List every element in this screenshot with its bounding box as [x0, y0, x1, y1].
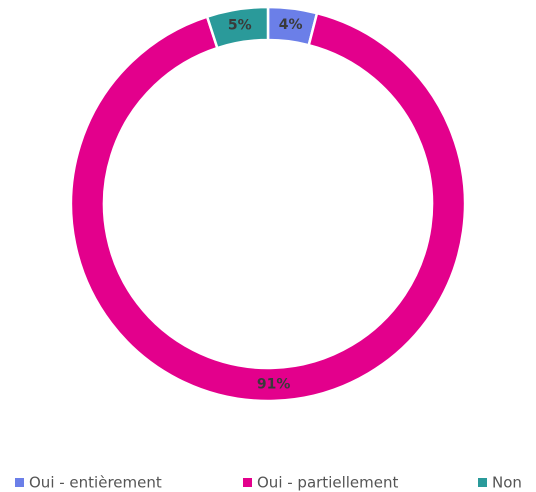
donut-segment — [205, 5, 270, 50]
legend-swatch — [478, 478, 487, 487]
donut-segment — [69, 11, 467, 403]
legend-label: Oui - partiellement — [257, 474, 398, 492]
data-label: 4% — [279, 17, 303, 33]
legend-label: Non — [492, 474, 522, 492]
legend-swatch — [243, 478, 252, 487]
legend-label: Oui - entièrement — [29, 474, 162, 492]
data-label: 5% — [228, 18, 252, 34]
data-label: 91% — [257, 376, 291, 392]
legend-swatch — [15, 478, 24, 487]
